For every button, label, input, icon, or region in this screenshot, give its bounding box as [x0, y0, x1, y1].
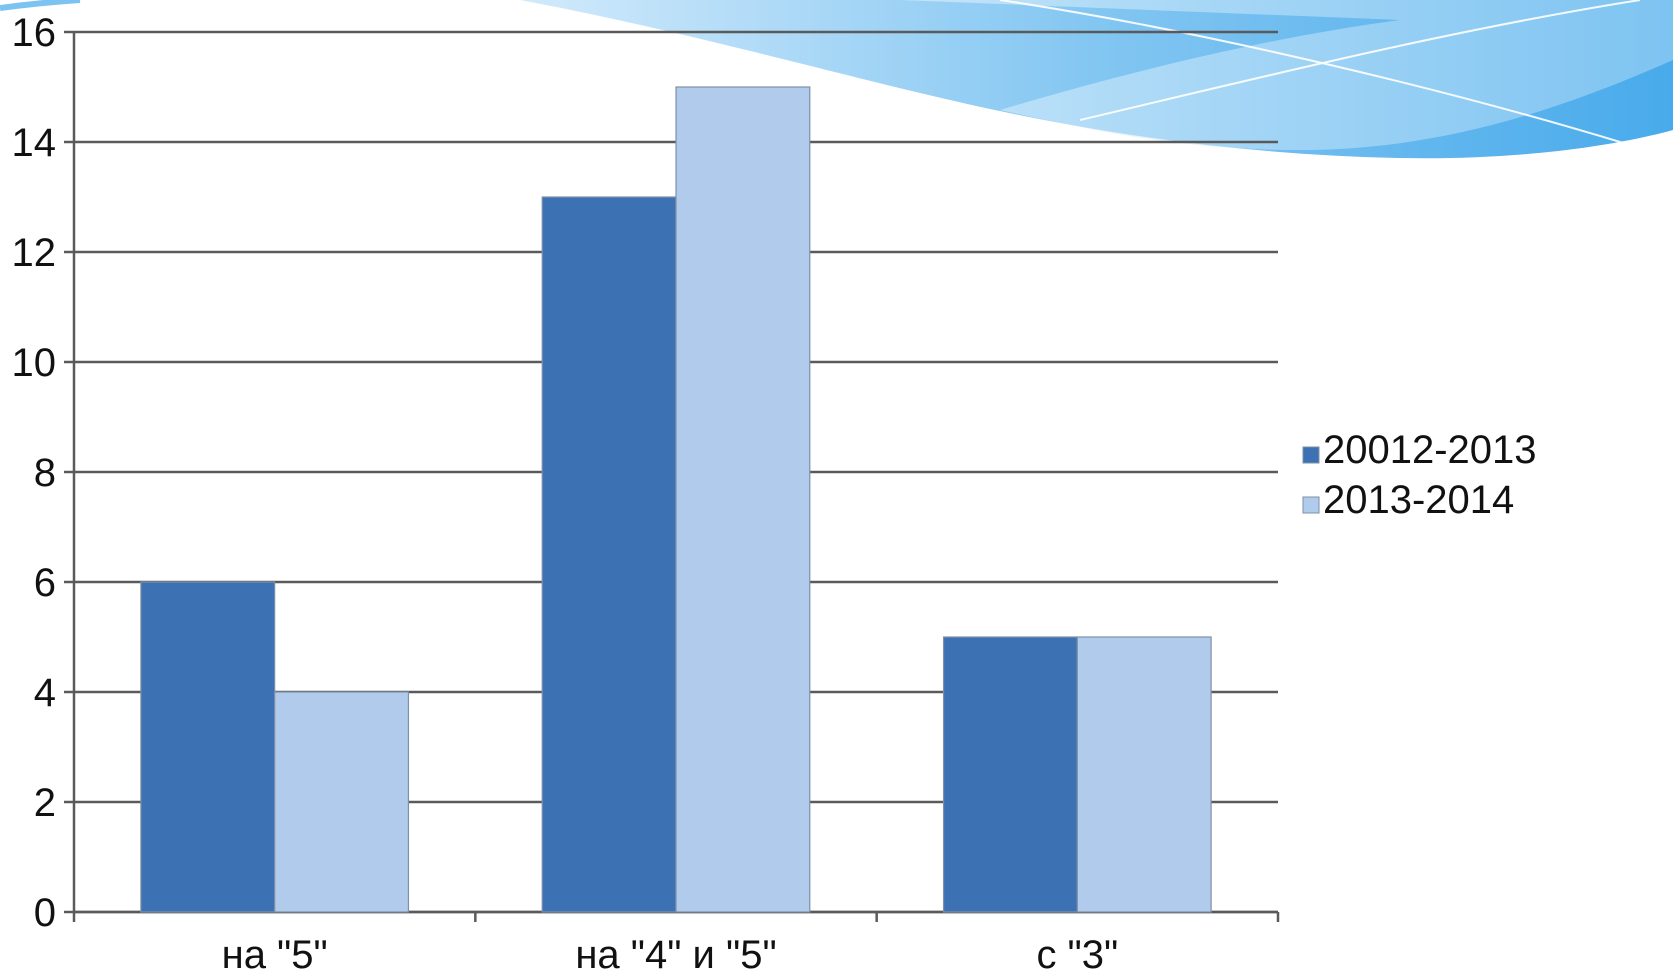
y-tick-label: 4 — [34, 671, 56, 715]
decorative-wave — [0, 0, 1673, 159]
y-tick-label: 16 — [12, 11, 57, 55]
bar — [274, 691, 410, 913]
bar — [541, 196, 677, 913]
x-tick-label: на "4" и "5" — [575, 933, 776, 974]
y-tick-label: 6 — [34, 561, 56, 605]
y-tick-label: 2 — [34, 781, 56, 825]
y-tick-label: 0 — [34, 891, 56, 935]
y-tick-label: 10 — [12, 341, 57, 385]
plot-area: 0 2 4 6 8 10 12 14 16 на "5" на "4" и "5" с "3" — [12, 11, 1280, 974]
legend: 20012-2013 2013-2014 — [1302, 428, 1537, 522]
legend-swatch — [1302, 496, 1320, 514]
bar — [1076, 636, 1212, 913]
legend-swatch — [1302, 446, 1320, 464]
bar — [675, 86, 811, 913]
bar — [140, 581, 276, 913]
y-tick-label: 14 — [12, 121, 57, 165]
bar — [942, 636, 1078, 913]
legend-label: 2013-2014 — [1323, 478, 1514, 522]
legend-label: 20012-2013 — [1323, 428, 1537, 472]
y-tick-label: 12 — [12, 231, 57, 275]
x-tick-label: с "3" — [1036, 933, 1118, 974]
x-tick-label: на "5" — [222, 933, 328, 974]
y-tick-label: 8 — [34, 451, 56, 495]
